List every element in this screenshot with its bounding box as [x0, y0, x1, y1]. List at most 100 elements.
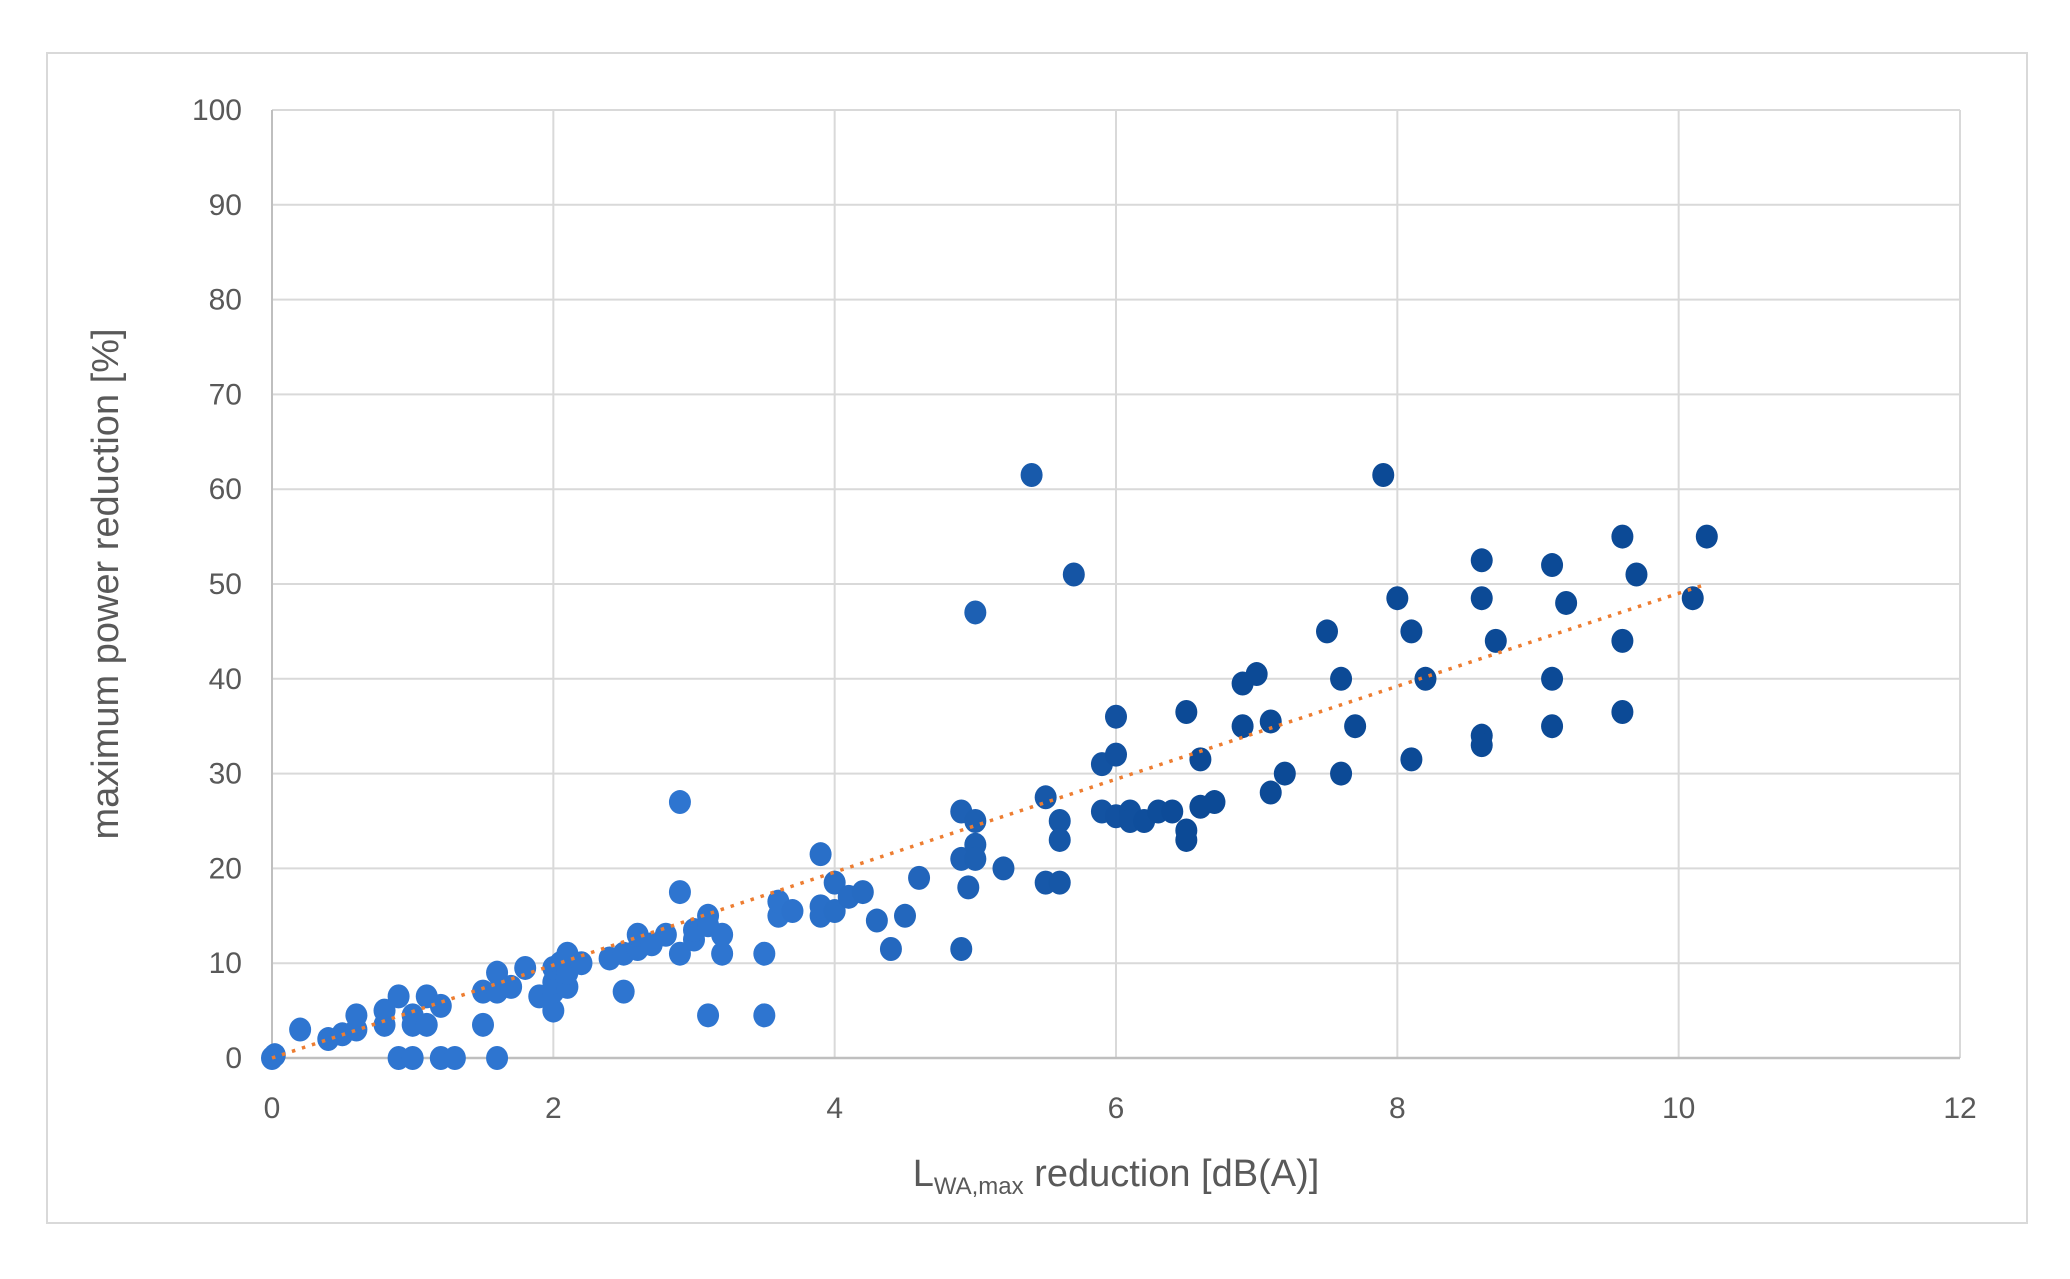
data-points — [261, 462, 1718, 1070]
data-point — [1161, 799, 1184, 824]
data-point — [781, 899, 804, 924]
y-axis-title: maximum power reduction [%] — [85, 328, 127, 839]
data-point — [964, 600, 987, 625]
data-point — [668, 880, 691, 905]
data-point — [711, 922, 734, 947]
data-point — [1611, 699, 1634, 724]
data-point — [1344, 714, 1367, 739]
data-point — [992, 856, 1015, 881]
data-point — [823, 899, 846, 924]
data-point — [401, 1046, 424, 1070]
data-point — [387, 984, 410, 1009]
data-point — [1625, 562, 1648, 587]
y-tick-label: 90 — [209, 189, 242, 222]
data-point — [957, 875, 980, 900]
data-point — [415, 1012, 438, 1037]
data-point — [1330, 666, 1353, 691]
data-point — [865, 908, 888, 933]
y-tick-label: 50 — [209, 568, 242, 601]
data-point — [1189, 747, 1212, 772]
data-point — [1062, 562, 1085, 587]
data-point — [1400, 619, 1423, 644]
data-point — [908, 865, 931, 890]
data-point — [668, 790, 691, 815]
data-point — [1231, 714, 1254, 739]
data-point — [823, 870, 846, 895]
data-point — [1175, 827, 1198, 852]
data-point — [373, 998, 396, 1023]
x-tick-label: 2 — [545, 1092, 562, 1125]
data-point — [472, 1012, 494, 1037]
x-axis-title-main: L — [913, 1153, 934, 1195]
data-point — [345, 1003, 368, 1028]
data-point — [809, 842, 832, 867]
data-point — [263, 1043, 286, 1068]
x-tick-label: 12 — [1943, 1092, 1976, 1125]
y-tick-label: 0 — [225, 1042, 242, 1075]
data-point — [1048, 809, 1071, 833]
data-point — [486, 960, 509, 985]
data-point — [950, 936, 973, 961]
data-point — [1470, 548, 1493, 573]
data-point — [1611, 628, 1634, 653]
y-tick-label: 100 — [192, 94, 242, 127]
axes — [271, 110, 1960, 1060]
data-point — [1681, 586, 1704, 611]
x-tick-label: 0 — [264, 1092, 281, 1125]
data-point — [1541, 553, 1564, 578]
data-point — [542, 998, 565, 1023]
data-point — [1414, 666, 1437, 691]
data-point — [964, 809, 987, 833]
x-axis-title-rest: reduction [dB(A)] — [1024, 1153, 1320, 1195]
data-point — [879, 936, 902, 961]
data-point — [612, 979, 635, 1004]
y-tick-label: 30 — [209, 758, 242, 791]
data-point — [570, 951, 593, 976]
x-tick-label: 4 — [826, 1092, 843, 1125]
data-point — [443, 1046, 466, 1070]
data-point — [1034, 785, 1057, 810]
data-point — [697, 1003, 720, 1028]
data-point — [1484, 628, 1507, 653]
x-axis-ticks: 0 2 4 6 8 10 12 — [264, 1092, 1977, 1125]
data-point — [1048, 870, 1071, 895]
data-point — [1611, 524, 1634, 549]
y-tick-label: 10 — [209, 947, 242, 980]
y-tick-label: 80 — [209, 284, 242, 317]
data-point — [429, 993, 452, 1018]
data-point — [1555, 590, 1578, 615]
y-axis-ticks: 0 10 20 30 40 50 60 70 80 90 100 — [192, 94, 242, 1075]
data-point — [1273, 761, 1296, 786]
data-point — [753, 1003, 776, 1028]
x-tick-label: 10 — [1662, 1092, 1695, 1125]
x-axis-title-subscript: WA,max — [934, 1173, 1024, 1200]
data-point — [514, 955, 537, 980]
data-point — [1020, 462, 1043, 487]
x-tick-label: 6 — [1108, 1092, 1125, 1125]
data-point — [1105, 704, 1127, 729]
data-point — [1400, 747, 1423, 772]
data-point — [1259, 780, 1282, 805]
data-point — [1372, 462, 1395, 487]
data-point — [894, 903, 916, 928]
data-point — [1470, 733, 1493, 758]
data-point — [1259, 709, 1282, 734]
data-point — [851, 880, 874, 905]
y-tick-label: 40 — [209, 663, 242, 696]
data-point — [711, 941, 734, 966]
y-tick-label: 70 — [209, 378, 242, 411]
data-point — [753, 941, 776, 966]
y-tick-label: 60 — [209, 473, 242, 506]
data-point — [1048, 827, 1071, 852]
gridlines — [272, 109, 1961, 1058]
x-axis-title: LWA,max reduction [dB(A)] — [913, 1153, 1320, 1200]
data-point — [654, 922, 677, 947]
data-point — [486, 1046, 509, 1070]
data-point — [1316, 619, 1338, 644]
data-point — [1541, 714, 1564, 739]
y-tick-label: 20 — [209, 852, 242, 885]
data-point — [964, 846, 987, 871]
data-point — [1541, 666, 1564, 691]
data-point — [1695, 524, 1718, 549]
